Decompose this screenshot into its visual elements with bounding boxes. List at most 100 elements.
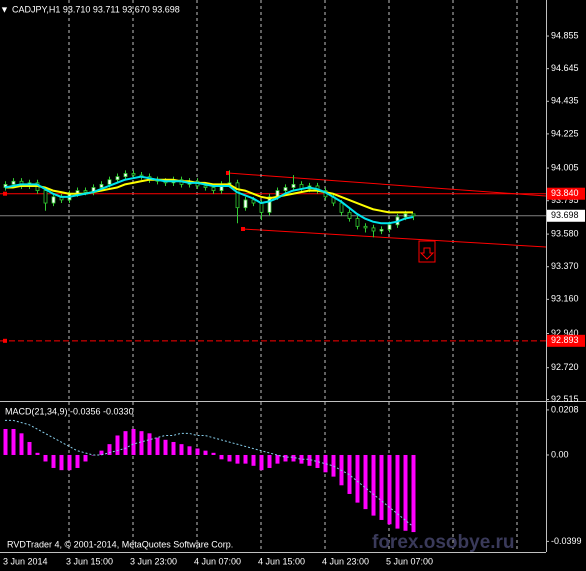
candle-body	[131, 173, 136, 176]
candle-body	[291, 183, 296, 188]
watermark: forex.osobye.ru	[372, 532, 515, 553]
macd-bar	[379, 454, 384, 520]
candle-body	[387, 224, 392, 230]
macd-bar	[123, 431, 128, 455]
y-tick-label: 94.005	[551, 162, 579, 172]
macd-bar	[59, 454, 64, 471]
candle-body	[251, 199, 256, 204]
macd-bar	[35, 452, 40, 455]
candle-body	[235, 182, 240, 209]
macd-bar	[11, 428, 16, 455]
candle-body	[99, 183, 104, 188]
macd-bar	[83, 454, 88, 462]
macd-bar	[347, 454, 352, 494]
candle-body	[259, 202, 264, 213]
x-tick-label: 4 Jun 07:00	[194, 556, 241, 566]
y-tick-label: 94.855	[551, 30, 579, 40]
macd-bar	[75, 454, 80, 468]
level-label: 92.893	[551, 335, 579, 345]
candle-body	[267, 196, 272, 213]
candle-body	[211, 187, 216, 192]
macd-bar	[107, 444, 112, 455]
indicator-title: MACD(21,34,9) -0.0356 -0.0330	[5, 406, 134, 416]
macd-bar	[363, 454, 368, 510]
macd-bar	[187, 446, 192, 455]
macd-bar	[315, 454, 320, 468]
footer: RVDTrader 4, © 2001-2014, MetaQuotes Sof…	[7, 539, 233, 549]
y-tick-label: 92.720	[551, 362, 579, 372]
macd-bar	[115, 435, 120, 455]
macd-bar	[163, 439, 168, 455]
y-tick-label: -0.0399	[551, 536, 582, 546]
macd-bar	[371, 454, 376, 516]
candle-body	[379, 229, 384, 232]
chart-title: CADJPY,H1 93.710 93.711 93.670 93.698	[12, 4, 180, 14]
anchor	[241, 227, 245, 231]
y-tick-label: 0.0208	[551, 404, 579, 414]
macd-bar	[27, 441, 32, 455]
x-tick-label: 5 Jun 07:00	[386, 556, 433, 566]
macd-bar	[211, 452, 216, 455]
macd-bar	[243, 454, 248, 464]
anchor	[226, 171, 230, 175]
macd-bar	[131, 428, 136, 455]
header-triangle: ▼	[0, 4, 9, 14]
y-tick-label: 94.435	[551, 96, 579, 106]
level-label-box	[547, 334, 585, 347]
macd-bar	[395, 454, 400, 529]
macd-bar	[259, 454, 264, 471]
candle-body	[371, 227, 376, 232]
macd-bar	[203, 450, 208, 455]
candle-body	[51, 196, 56, 204]
x-tick-label: 3 Jun 23:00	[130, 556, 177, 566]
macd-bar	[219, 454, 224, 460]
macd-bar	[411, 454, 416, 533]
macd-bar	[355, 454, 360, 503]
candle-body	[339, 202, 344, 213]
y-tick-label: 0.00	[551, 449, 569, 459]
x-tick-label: 4 Jun 23:00	[322, 556, 369, 566]
macd-bar	[283, 454, 288, 462]
candle-body	[107, 179, 112, 185]
macd-bar	[403, 454, 408, 531]
arrow-box	[418, 240, 436, 263]
macd-bar	[195, 448, 200, 455]
macd-bar	[179, 444, 184, 455]
trend-line	[242, 228, 547, 248]
candle-body	[123, 173, 128, 178]
trend-line	[227, 172, 547, 197]
y-tick-label: 93.580	[551, 228, 579, 238]
trend-lines	[226, 171, 547, 263]
candle-body	[83, 190, 88, 193]
macd-bar	[147, 433, 152, 455]
last-price-box	[547, 209, 585, 222]
x-tick-label: 3 Jun 2014	[3, 556, 48, 566]
macd-bar	[251, 454, 256, 466]
macd-bar	[19, 433, 24, 455]
macd-bar	[227, 454, 232, 462]
candle-body	[283, 187, 288, 192]
level-label: 93.840	[551, 188, 579, 198]
candle-body	[355, 218, 360, 227]
down-arrow	[419, 247, 435, 260]
y-tick-label: 93.160	[551, 294, 579, 304]
candle-body	[243, 199, 248, 209]
macd-bar	[323, 454, 328, 473]
candle-body	[363, 225, 368, 229]
macd-bar	[99, 450, 104, 455]
level-anchor	[3, 191, 7, 196]
macd-bar	[171, 441, 176, 455]
macd-bar	[387, 454, 392, 525]
x-tick-label: 3 Jun 15:00	[66, 556, 113, 566]
candle-body	[115, 176, 120, 181]
moving-average	[5, 178, 413, 214]
macd-bar	[331, 454, 336, 477]
moving-average	[4, 175, 414, 225]
macd-bar	[291, 454, 296, 462]
macd-bar	[275, 454, 280, 464]
y-tick-label: 93.370	[551, 261, 579, 271]
macd-bar	[267, 454, 272, 468]
candle-body	[203, 185, 208, 188]
